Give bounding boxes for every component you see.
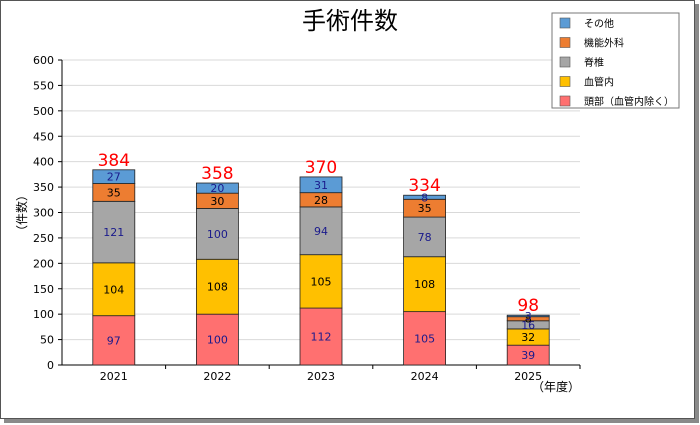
data-label: 30 (210, 195, 224, 208)
data-label: 28 (314, 194, 328, 207)
legend-swatch (559, 37, 571, 48)
bar-segment (92, 315, 136, 366)
legend-label: 脊椎 (584, 56, 604, 69)
data-label: 105 (414, 332, 435, 345)
data-label: 20 (210, 182, 224, 195)
axes: 0 50 100 150 200 250 300 350 400 450 500 550 600 2021… (33, 54, 581, 383)
y-tick-label: 50 (40, 334, 54, 347)
legend-box (551, 12, 680, 109)
data-label: 97 (107, 334, 121, 347)
bar-segment (92, 200, 136, 264)
total-label: 98 (517, 296, 539, 316)
x-tick-label: 2021 (100, 370, 128, 383)
data-label: 8 (421, 191, 428, 204)
y-tick-label: 600 (33, 54, 54, 67)
data-label: 16 (521, 319, 535, 332)
y-tick-label: 0 (47, 359, 54, 372)
x-tick-label: 2024 (411, 370, 439, 383)
bar-segment (195, 313, 239, 366)
y-tick-label: 350 (33, 181, 54, 194)
legend-swatch (559, 56, 571, 68)
legend-swatch (559, 76, 571, 87)
bars: 9710412135273841001081003020358112105942… (92, 151, 550, 366)
data-label: 32 (521, 331, 535, 344)
bar-segment (403, 216, 447, 258)
data-label: 100 (207, 334, 228, 347)
y-tick-label: 100 (33, 308, 54, 321)
bar-segment (403, 194, 447, 200)
data-label: 8 (525, 313, 532, 326)
y-tick-label: 150 (33, 283, 54, 296)
x-axis-label: （年度） (532, 379, 580, 394)
y-tick-label: 400 (33, 156, 54, 169)
bar-segment (403, 256, 447, 313)
total-label: 370 (305, 158, 337, 178)
data-label: 31 (314, 179, 328, 192)
y-tick-label: 500 (33, 105, 54, 118)
bar-segment (92, 262, 136, 317)
legend-label: その他 (584, 17, 614, 30)
data-label: 121 (103, 226, 124, 239)
x-tick-label: 2025 (514, 370, 542, 383)
y-tick-label: 550 (33, 79, 54, 92)
x-tick-label: 2022 (203, 370, 231, 383)
data-label: 27 (107, 171, 121, 184)
bar-segment (299, 206, 343, 256)
bar-segment (195, 258, 239, 315)
total-label: 384 (98, 151, 130, 171)
legend-swatch (559, 17, 571, 29)
total-label: 334 (408, 176, 440, 196)
y-tick-label: 300 (33, 207, 54, 220)
bar-segment (506, 314, 550, 318)
legend-label: 機能外科 (584, 37, 624, 50)
data-label: 104 (103, 283, 124, 296)
data-label: 35 (107, 186, 121, 199)
bar-segment (299, 254, 343, 309)
legend-label: 血管内 (584, 76, 614, 89)
data-label: 35 (418, 202, 432, 215)
x-tick-label: 2023 (307, 370, 335, 383)
bar-segment (299, 176, 343, 194)
y-tick-label: 200 (33, 257, 54, 270)
y-axis-label: （件数） (14, 189, 29, 237)
bar-segment (195, 182, 239, 194)
data-label: 78 (418, 231, 432, 244)
bar-segment (299, 307, 343, 366)
data-label: 39 (521, 349, 535, 362)
total-label: 358 (201, 164, 233, 184)
legend-swatch (559, 95, 571, 107)
data-label: 100 (207, 228, 228, 241)
y-tick-label: 250 (33, 232, 54, 245)
bar-segment (92, 169, 136, 184)
legend-label: 頭部（血管内除く） (584, 95, 674, 108)
data-label: 112 (311, 331, 332, 344)
data-label: 108 (207, 281, 228, 294)
bar-segment (403, 311, 447, 366)
data-label: 94 (314, 225, 328, 238)
y-tick-label: 450 (33, 130, 54, 143)
data-label: 108 (414, 278, 435, 291)
data-label: 105 (311, 275, 332, 288)
data-label: 3 (525, 310, 532, 323)
chart-title: 手術件数 (302, 7, 398, 35)
